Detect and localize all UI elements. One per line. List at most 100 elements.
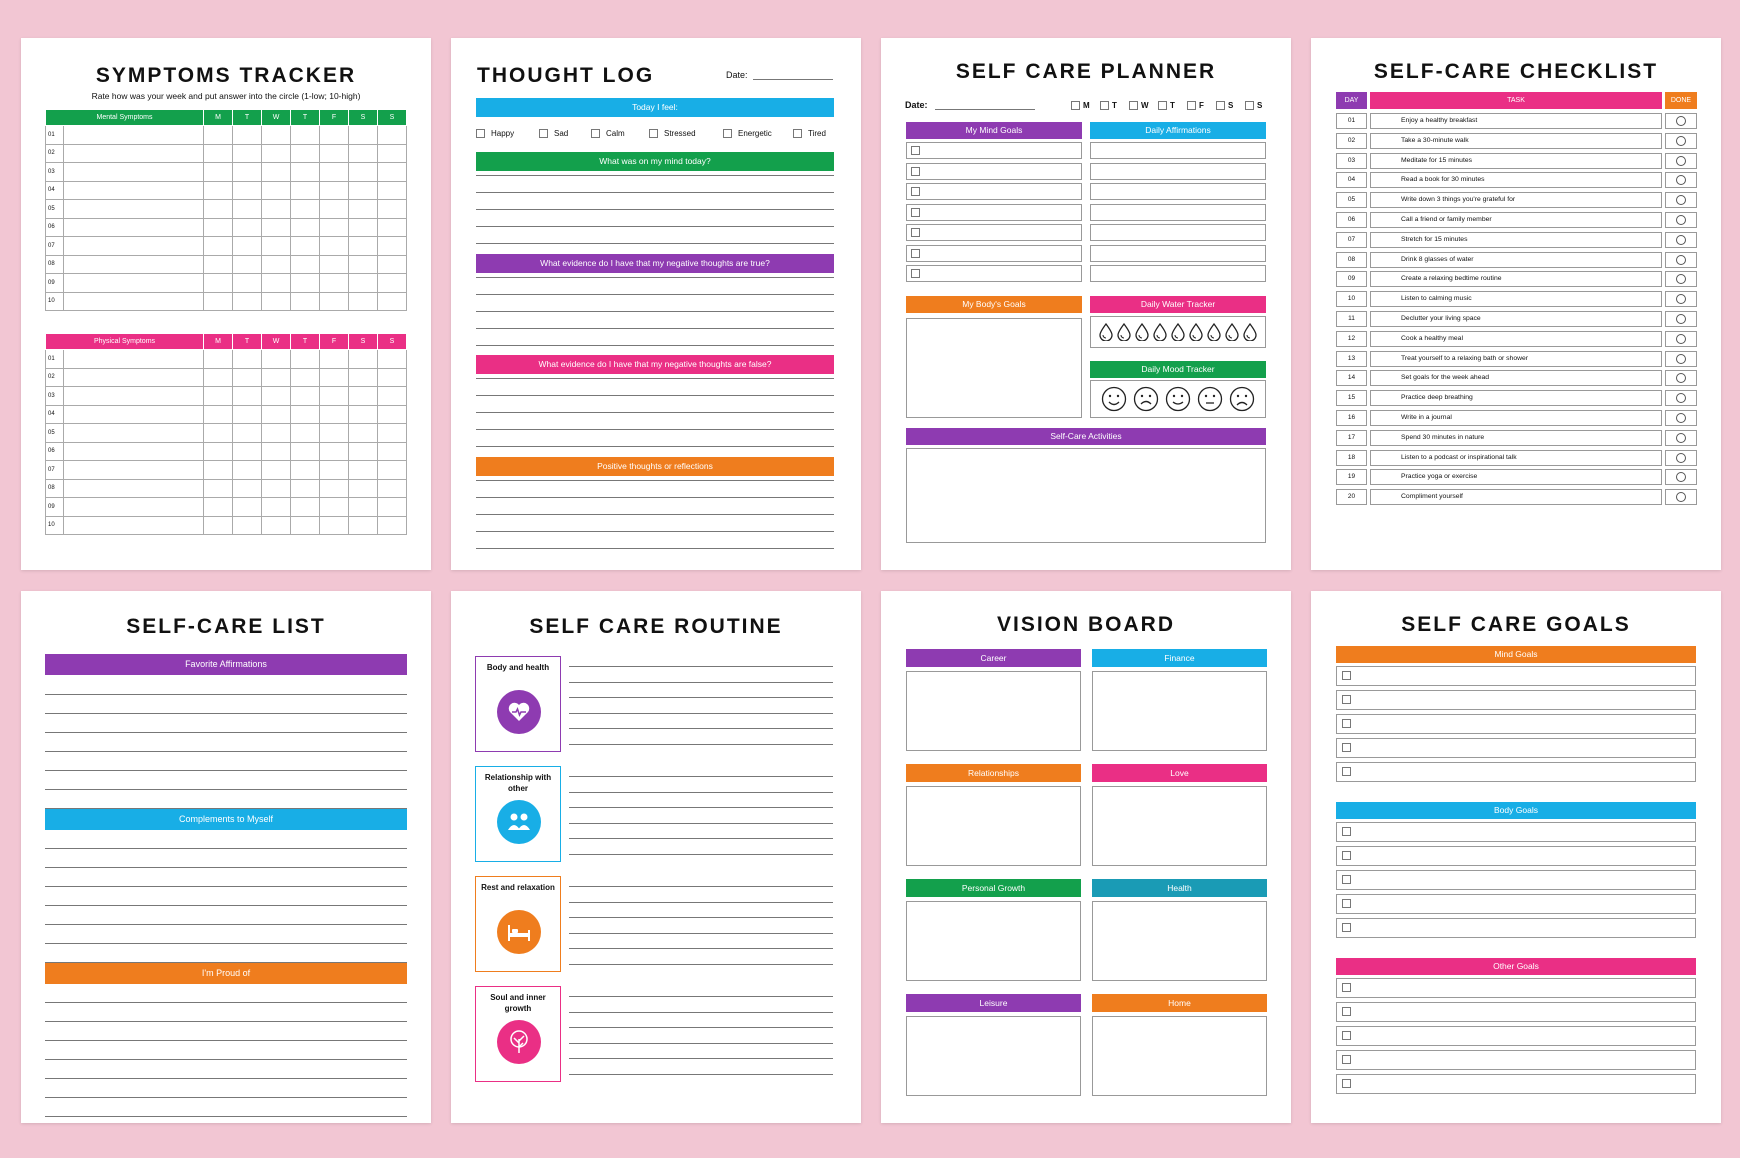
weekday-checkbox[interactable]	[1216, 101, 1225, 110]
writing-line[interactable]	[476, 243, 834, 244]
rating-cell[interactable]	[348, 478, 378, 498]
rating-cell[interactable]	[232, 125, 262, 145]
rating-cell[interactable]	[319, 478, 349, 498]
rating-cell[interactable]	[203, 386, 233, 406]
goal-checkbox[interactable]	[1342, 875, 1351, 884]
rating-cell[interactable]	[261, 460, 291, 480]
rating-cell[interactable]	[377, 125, 407, 145]
affirmation-row[interactable]	[1090, 162, 1266, 180]
rating-cell[interactable]	[377, 349, 407, 369]
rating-cell[interactable]	[232, 217, 262, 237]
rating-cell[interactable]	[261, 349, 291, 369]
vision-section-box[interactable]	[1092, 901, 1267, 981]
writing-line[interactable]	[569, 996, 833, 997]
writing-line[interactable]	[476, 311, 834, 312]
rating-cell[interactable]	[348, 180, 378, 200]
rating-cell[interactable]	[261, 273, 291, 293]
water-drop-icon[interactable]	[1117, 322, 1131, 342]
rating-cell[interactable]	[377, 497, 407, 517]
goal-checkbox[interactable]	[1342, 695, 1351, 704]
writing-line[interactable]	[45, 1078, 407, 1079]
rating-cell[interactable]	[232, 254, 262, 274]
rating-cell[interactable]	[377, 386, 407, 406]
rating-cell[interactable]	[261, 478, 291, 498]
mind-goal-row[interactable]	[906, 203, 1082, 221]
affirmation-row[interactable]	[1090, 142, 1266, 159]
rating-cell[interactable]	[232, 478, 262, 498]
done-circle[interactable]	[1676, 294, 1686, 305]
rating-cell[interactable]	[203, 199, 233, 219]
rating-cell[interactable]	[319, 180, 349, 200]
rating-cell[interactable]	[290, 386, 320, 406]
writing-line[interactable]	[569, 838, 833, 839]
rating-cell[interactable]	[261, 404, 291, 424]
symptom-cell[interactable]	[63, 404, 204, 424]
affirmation-row[interactable]	[1090, 244, 1266, 262]
rating-cell[interactable]	[290, 254, 320, 274]
water-drop-icon[interactable]	[1153, 322, 1167, 342]
rating-cell[interactable]	[319, 441, 349, 461]
goal-row[interactable]	[1336, 1002, 1696, 1022]
rating-cell[interactable]	[377, 143, 407, 163]
rating-cell[interactable]	[319, 291, 349, 311]
rating-cell[interactable]	[377, 441, 407, 461]
weekday-checkbox[interactable]	[1245, 101, 1254, 110]
rating-cell[interactable]	[290, 236, 320, 256]
writing-line[interactable]	[569, 1073, 833, 1075]
goal-row[interactable]	[1336, 738, 1696, 758]
vision-section-box[interactable]	[906, 1016, 1081, 1096]
goal-row[interactable]	[1336, 846, 1696, 866]
rating-cell[interactable]	[348, 143, 378, 163]
writing-line[interactable]	[45, 1040, 407, 1041]
mind-goal-row[interactable]	[906, 224, 1082, 241]
rating-cell[interactable]	[203, 217, 233, 237]
rating-cell[interactable]	[261, 180, 291, 200]
symptom-cell[interactable]	[63, 273, 204, 293]
rating-cell[interactable]	[290, 273, 320, 293]
weekday-checkbox[interactable]	[1100, 101, 1109, 110]
rating-cell[interactable]	[319, 349, 349, 369]
mood-face-icon[interactable]	[1133, 386, 1159, 412]
writing-line[interactable]	[569, 963, 833, 965]
rating-cell[interactable]	[203, 404, 233, 424]
rating-cell[interactable]	[319, 217, 349, 237]
goal-checkbox[interactable]	[1342, 1079, 1351, 1088]
writing-line[interactable]	[569, 853, 833, 855]
rating-cell[interactable]	[377, 478, 407, 498]
rating-cell[interactable]	[232, 515, 262, 535]
writing-line[interactable]	[45, 713, 407, 714]
goal-checkbox[interactable]	[1342, 671, 1351, 680]
writing-line[interactable]	[476, 328, 834, 329]
weekday-checkbox[interactable]	[1129, 101, 1138, 110]
rating-cell[interactable]	[290, 441, 320, 461]
writing-line[interactable]	[569, 917, 833, 918]
vision-section-box[interactable]	[1092, 671, 1267, 751]
rating-cell[interactable]	[348, 217, 378, 237]
symptom-cell[interactable]	[63, 217, 204, 237]
rating-cell[interactable]	[348, 125, 378, 145]
rating-cell[interactable]	[261, 125, 291, 145]
writing-line[interactable]	[45, 751, 407, 752]
done-circle[interactable]	[1676, 135, 1686, 146]
done-circle[interactable]	[1676, 452, 1686, 463]
rating-cell[interactable]	[319, 236, 349, 256]
rating-cell[interactable]	[377, 236, 407, 256]
rating-cell[interactable]	[203, 497, 233, 517]
writing-line[interactable]	[45, 886, 407, 887]
goal-row[interactable]	[1336, 690, 1696, 710]
rating-cell[interactable]	[203, 478, 233, 498]
vision-section-box[interactable]	[906, 786, 1081, 866]
rating-cell[interactable]	[377, 254, 407, 274]
writing-line[interactable]	[45, 962, 407, 963]
writing-line[interactable]	[569, 932, 833, 934]
symptom-cell[interactable]	[63, 254, 204, 274]
rating-cell[interactable]	[348, 236, 378, 256]
mind-goal-row[interactable]	[906, 162, 1082, 180]
writing-line[interactable]	[476, 497, 834, 498]
done-circle[interactable]	[1676, 413, 1686, 423]
feeling-checkbox[interactable]	[649, 129, 658, 138]
writing-line[interactable]	[569, 791, 833, 793]
goal-checkbox[interactable]	[1342, 719, 1351, 728]
writing-line[interactable]	[476, 345, 834, 346]
done-circle[interactable]	[1676, 155, 1686, 166]
